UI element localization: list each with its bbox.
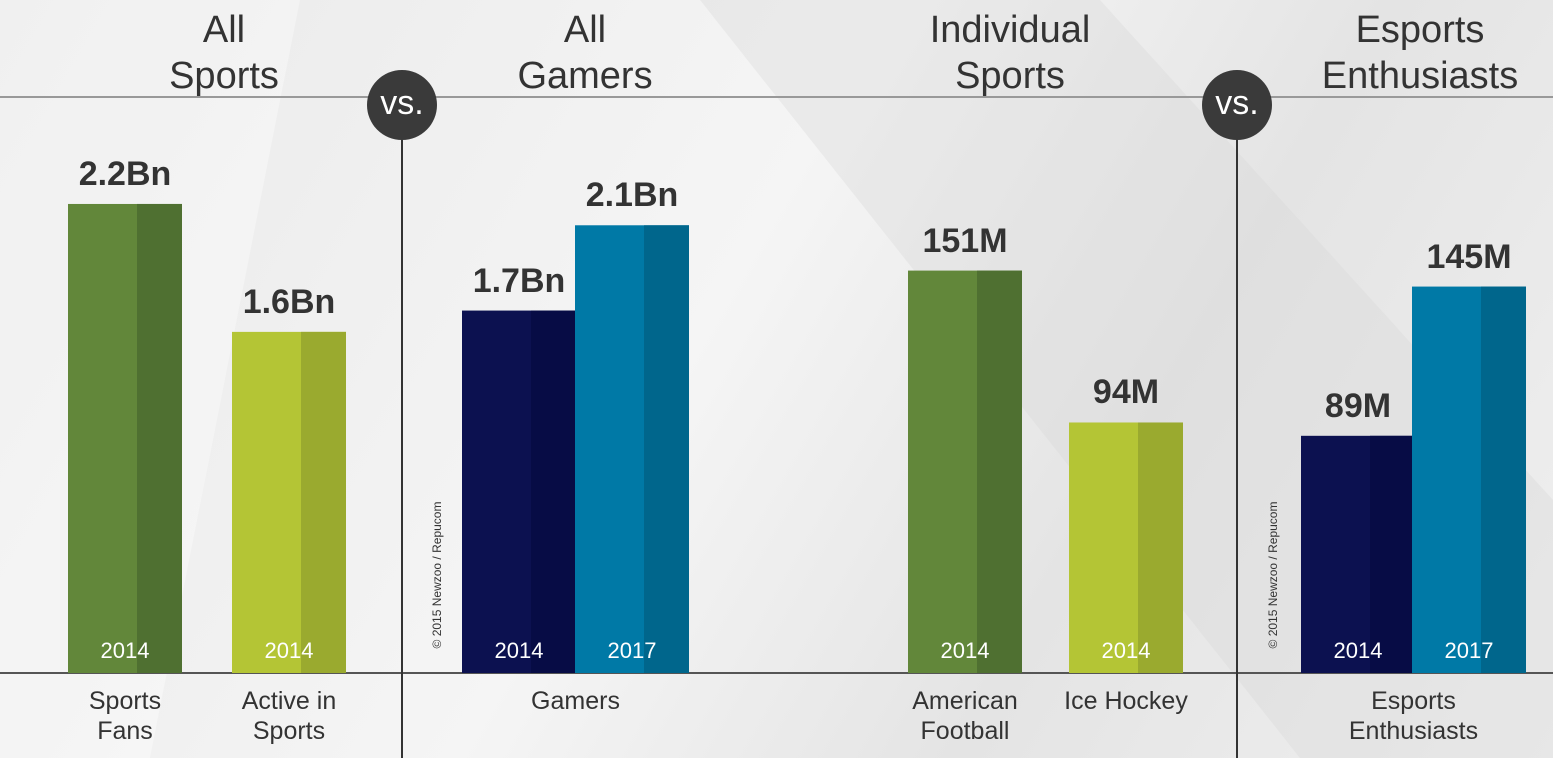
value-label: 2.2Bn bbox=[78, 154, 172, 193]
value-label: 1.7Bn bbox=[472, 261, 566, 300]
vs-badge bbox=[367, 70, 437, 140]
bar-shade bbox=[301, 331, 346, 673]
year-label: 2014 bbox=[100, 638, 150, 663]
category-label: Active in Sports bbox=[241, 687, 337, 745]
year-label: 2014 bbox=[1333, 638, 1383, 663]
bar-shade bbox=[531, 310, 576, 673]
bar-shade bbox=[644, 225, 689, 673]
category-label: Esports Enthusiasts bbox=[1348, 687, 1479, 745]
year-label: 2014 bbox=[494, 638, 544, 663]
bar-shade bbox=[1138, 422, 1183, 673]
vs-badge bbox=[1202, 70, 1272, 140]
bar-shade bbox=[1481, 286, 1526, 673]
panel-title: Individual Sports bbox=[929, 9, 1091, 97]
category-label: Ice Hockey bbox=[1064, 687, 1188, 715]
year-label: 2014 bbox=[264, 638, 314, 663]
value-label: 1.6Bn bbox=[242, 282, 336, 321]
bar-shade bbox=[1370, 435, 1415, 673]
value-label: 145M bbox=[1426, 237, 1512, 276]
value-label: 151M bbox=[922, 221, 1008, 260]
year-label: 2014 bbox=[940, 638, 990, 663]
credit: © 2015 Newzoo / Repucom bbox=[1265, 501, 1280, 649]
credit: © 2015 Newzoo / Repucom bbox=[429, 501, 444, 649]
value-label: 94M bbox=[1092, 373, 1160, 412]
bar-shade bbox=[977, 270, 1022, 673]
category-label: Sports Fans bbox=[88, 687, 162, 745]
year-label: 2014 bbox=[1101, 638, 1151, 663]
year-label: 2017 bbox=[607, 638, 657, 663]
category-label: American Football bbox=[912, 687, 1018, 745]
vs-label: vs. bbox=[380, 84, 424, 122]
panel-title: All Sports bbox=[169, 9, 279, 97]
year-label: 2017 bbox=[1444, 638, 1494, 663]
vs-label: vs. bbox=[1215, 84, 1259, 122]
value-label: 2.1Bn bbox=[585, 176, 679, 215]
panel-title: Esports Enthusiasts bbox=[1321, 9, 1519, 97]
value-label: 89M bbox=[1324, 386, 1392, 425]
panel-title: All Gamers bbox=[517, 9, 653, 97]
bar-shade bbox=[137, 203, 182, 673]
category-label: Gamers bbox=[531, 687, 620, 715]
